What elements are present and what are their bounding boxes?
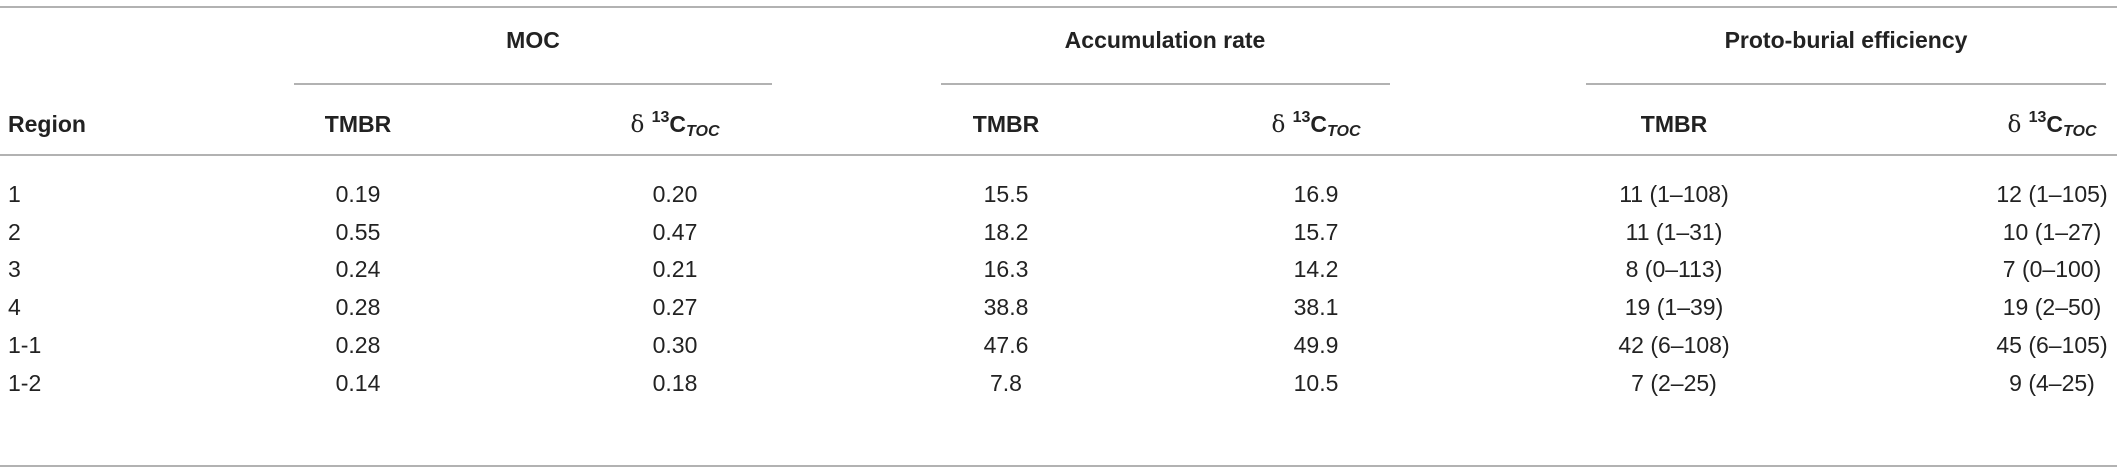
column-header: TMBR <box>1641 111 1708 137</box>
superscript: 13 <box>652 109 670 126</box>
base: C <box>2046 111 2063 137</box>
cell: 0.20 <box>653 181 698 207</box>
cell: 10 (1–27) <box>2003 219 2101 245</box>
cell: 45 (6–105) <box>1996 332 2107 358</box>
cell: 0.30 <box>653 332 698 358</box>
column-header: Region <box>8 111 86 137</box>
cell: 49.9 <box>1294 332 1339 358</box>
cell: 38.1 <box>1294 294 1339 320</box>
subscript: TOC <box>686 123 720 140</box>
row-label: 1-2 <box>8 370 41 396</box>
cell: 7 (0–100) <box>2003 256 2101 282</box>
cell: 0.55 <box>336 219 381 245</box>
cell: 11 (1–108) <box>1619 181 1729 207</box>
superscript: 13 <box>1293 109 1311 126</box>
cell: 15.7 <box>1294 219 1339 245</box>
column-header: δ 13CTOC <box>2007 109 2097 140</box>
row-label: 3 <box>8 256 21 282</box>
cell: 16.9 <box>1294 181 1339 207</box>
cell: 47.6 <box>984 332 1029 358</box>
group-header: Accumulation rate <box>1065 27 1266 53</box>
cell: 14.2 <box>1294 256 1339 282</box>
cell: 12 (1–105) <box>1996 181 2107 207</box>
row-label: 2 <box>8 219 21 245</box>
cell: 0.19 <box>336 181 381 207</box>
group-header: Proto-burial efficiency <box>1725 27 1968 53</box>
row-label: 1-1 <box>8 332 41 358</box>
cell: 0.21 <box>653 256 698 282</box>
base: C <box>669 111 686 137</box>
cell: 11 (1–31) <box>1626 219 1723 245</box>
cell: 16.3 <box>984 256 1029 282</box>
cell: 0.18 <box>653 370 698 396</box>
cell: 7 (2–25) <box>1631 370 1717 396</box>
symbol: δ <box>630 112 651 138</box>
cell: 0.28 <box>336 294 381 320</box>
group-header: MOC <box>506 27 560 53</box>
cell: 0.24 <box>336 256 381 282</box>
cell: 10.5 <box>1294 370 1339 396</box>
row-label: 1 <box>8 181 21 207</box>
cell: 38.8 <box>984 294 1029 320</box>
base: C <box>1310 111 1327 137</box>
cell: 0.47 <box>653 219 698 245</box>
cell: 8 (0–113) <box>1626 256 1723 282</box>
column-header: TMBR <box>973 111 1040 137</box>
cell: 9 (4–25) <box>2009 370 2095 396</box>
cell: 7.8 <box>990 370 1022 396</box>
cell: 18.2 <box>984 219 1029 245</box>
symbol: δ <box>1271 112 1292 138</box>
subscript: TOC <box>2063 123 2097 140</box>
cell: 19 (1–39) <box>1625 294 1723 320</box>
row-label: 4 <box>8 294 21 320</box>
column-header: δ 13CTOC <box>1271 109 1361 140</box>
column-header: δ 13CTOC <box>630 109 720 140</box>
cell: 0.14 <box>336 370 381 396</box>
cell: 0.28 <box>336 332 381 358</box>
subscript: TOC <box>1327 123 1361 140</box>
superscript: 13 <box>2029 109 2047 126</box>
cell: 19 (2–50) <box>2003 294 2101 320</box>
cell: 15.5 <box>984 181 1029 207</box>
cell: 0.27 <box>653 294 698 320</box>
column-header: TMBR <box>325 111 392 137</box>
symbol: δ <box>2007 112 2028 138</box>
cell: 42 (6–108) <box>1618 332 1729 358</box>
